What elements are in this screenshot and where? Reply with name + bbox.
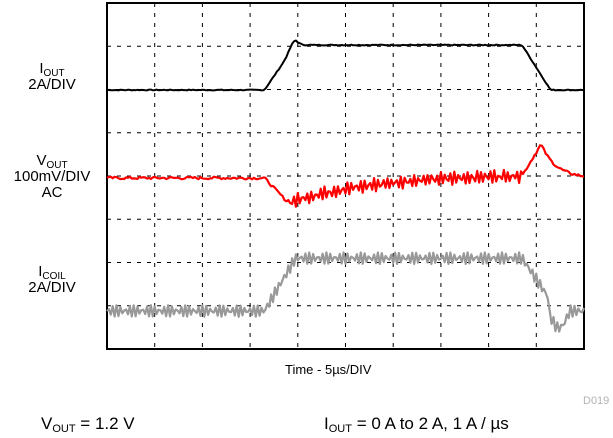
figure-code: D019 bbox=[583, 395, 610, 407]
condition-iout: IOUT = 0 A to 2 A, 1 A / µs bbox=[324, 414, 509, 435]
condition-vout: VOUT = 1.2 V bbox=[41, 414, 135, 435]
trace-iout bbox=[106, 39, 585, 92]
x-axis-label: Time - 5µs/DIV bbox=[285, 362, 372, 377]
trace-vout bbox=[106, 144, 585, 208]
trace-icoil bbox=[106, 251, 586, 333]
label-vout: VOUT 100mV/DIV AC bbox=[13, 152, 91, 201]
label-icoil: ICOIL 2A/DIV bbox=[28, 263, 76, 296]
traces bbox=[106, 39, 586, 333]
label-iout: IOUT 2A/DIV bbox=[28, 60, 76, 93]
